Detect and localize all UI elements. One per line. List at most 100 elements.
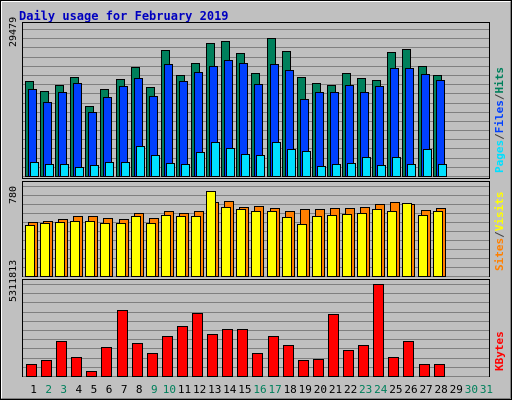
bar-pages-day-21 (332, 164, 341, 177)
bar-pages-day-25 (392, 157, 401, 177)
x-tick-label-day-20: 20 (314, 383, 327, 396)
y-max-label-kbytes: 5311813 (8, 260, 19, 302)
bar-visits-day-24 (372, 209, 382, 277)
bar-visits-day-7 (116, 223, 126, 277)
bar-pages-day-4 (75, 167, 84, 177)
x-tick-label-day-27: 27 (419, 383, 432, 396)
x-tick-label-day-24: 24 (374, 383, 388, 396)
bar-visits-day-28 (433, 211, 443, 277)
bar-pages-day-2 (45, 164, 54, 177)
legend-entry: / (493, 93, 506, 100)
bar-visits-day-18 (282, 217, 292, 277)
x-tick-label-day-5: 5 (91, 383, 98, 396)
legend-hits-files-pages: Pages/Files/Hits (493, 67, 506, 173)
bar-kbytes-day-4 (71, 357, 82, 377)
x-tick-label-day-12: 12 (193, 383, 206, 396)
bar-visits-day-2 (40, 223, 50, 277)
bar-visits-day-6 (100, 223, 110, 277)
x-tick-label-day-15: 15 (238, 383, 251, 396)
bar-files-day-26 (405, 68, 414, 177)
bar-kbytes-day-14 (222, 329, 233, 377)
bar-kbytes-day-26 (403, 341, 414, 377)
bar-pages-day-26 (407, 164, 416, 177)
bar-visits-day-9 (146, 223, 156, 277)
x-tick-label-day-31: 31 (480, 383, 493, 396)
bar-pages-day-3 (60, 164, 69, 177)
bar-kbytes-day-10 (162, 336, 173, 377)
bar-pages-day-22 (347, 163, 356, 177)
x-tick-label-day-7: 7 (121, 383, 128, 396)
bar-visits-day-10 (161, 215, 171, 277)
bar-kbytes-day-3 (56, 341, 67, 377)
bar-files-day-22 (345, 85, 354, 177)
bar-pages-day-6 (105, 162, 114, 177)
bar-kbytes-day-6 (101, 347, 112, 377)
x-tick-label-day-26: 26 (404, 383, 417, 396)
bar-pages-day-28 (438, 164, 447, 177)
bar-kbytes-day-12 (192, 313, 203, 377)
bar-pages-day-27 (423, 149, 432, 177)
bar-files-day-20 (315, 92, 324, 177)
x-tick-label-day-8: 8 (136, 383, 143, 396)
bar-pages-day-1 (30, 162, 39, 177)
bar-visits-day-14 (221, 207, 231, 277)
x-tick-label-day-23: 23 (359, 383, 372, 396)
bar-files-day-3 (58, 92, 67, 177)
panel-kbytes: 5311813 KBytes (8, 260, 506, 377)
bar-pages-day-18 (287, 149, 296, 177)
legend-entry: Visits (493, 192, 506, 232)
bar-pages-day-23 (362, 157, 371, 177)
bar-visits-day-3 (55, 222, 65, 277)
bar-kbytes-day-24 (373, 284, 384, 377)
bar-kbytes-day-1 (26, 364, 37, 377)
panel-visits-sites: 780 Sites/Visits (8, 181, 506, 277)
x-tick-label-day-22: 22 (344, 383, 357, 396)
bar-visits-day-8 (131, 216, 141, 277)
bar-visits-day-27 (418, 215, 428, 277)
bar-kbytes-day-23 (358, 345, 369, 377)
bar-pages-day-19 (302, 151, 311, 177)
x-tick-label-day-29: 29 (450, 383, 463, 396)
x-tick-label-day-4: 4 (76, 383, 83, 396)
panel-hits-files-pages: 29479 Pages/Files/Hits (8, 17, 506, 179)
bar-pages-day-13 (211, 142, 220, 177)
bar-pages-day-17 (272, 142, 281, 177)
bar-pages-day-7 (121, 162, 130, 177)
chart-panels: 29479 Pages/Files/Hits 780Sites/Visits5311… (8, 17, 506, 377)
bar-kbytes-day-27 (419, 364, 430, 377)
bar-kbytes-day-28 (434, 364, 445, 377)
y-max-label-hits-files-pages: 29479 (8, 17, 19, 47)
x-tick-label-day-25: 25 (389, 383, 402, 396)
x-tick-label-day-18: 18 (284, 383, 297, 396)
bar-kbytes-day-25 (388, 357, 399, 377)
legend-entry: Sites (493, 238, 506, 271)
bar-pages-day-12 (196, 152, 205, 177)
legend-entry: / (493, 231, 506, 238)
bar-kbytes-day-21 (328, 314, 339, 377)
bar-pages-day-10 (166, 163, 175, 177)
bar-visits-day-16 (251, 211, 261, 277)
legend-entry: KBytes (493, 331, 506, 371)
bar-visits-day-5 (85, 221, 95, 277)
x-axis-labels: 1 2 3 4 5 6 7 8 9 10 11 12 13 14 15 16 17 18 19 20 21 22 23 24 2… (30, 383, 493, 396)
bar-pages-day-24 (377, 165, 386, 177)
bar-visits-day-11 (176, 216, 186, 277)
bar-pages-day-16 (256, 155, 265, 177)
legend-entry: / (493, 133, 506, 140)
bar-kbytes-day-11 (177, 326, 188, 377)
bar-files-day-4 (73, 83, 82, 177)
bar-kbytes-day-15 (237, 329, 248, 377)
bar-pages-day-15 (241, 154, 250, 177)
bar-pages-day-9 (151, 155, 160, 177)
x-tick-label-day-14: 14 (223, 383, 237, 396)
bar-visits-day-21 (327, 215, 337, 277)
bar-kbytes-day-2 (41, 360, 52, 377)
legend-entry: Files (493, 100, 506, 133)
x-tick-label-day-11: 11 (178, 383, 191, 396)
chart-title: Daily usage for February 2019 (19, 9, 229, 23)
legend-kbytes: KBytes (493, 331, 506, 371)
x-tick-label-day-6: 6 (106, 383, 113, 396)
bar-files-day-10 (164, 64, 173, 177)
x-tick-label-day-1: 1 (30, 383, 37, 396)
